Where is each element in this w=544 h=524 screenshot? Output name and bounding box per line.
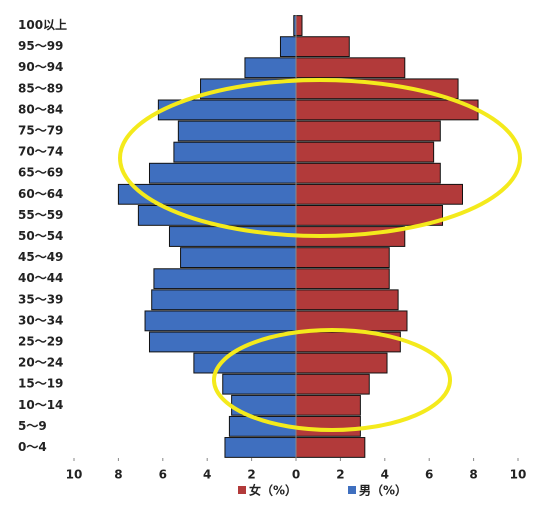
y-tick-label: 35～39: [18, 292, 63, 306]
y-tick-label: 90～94: [18, 60, 63, 74]
y-tick-label: 50～54: [18, 229, 63, 243]
y-tick-label: 30～34: [18, 313, 63, 327]
bar: [295, 15, 303, 36]
bar: [224, 437, 297, 458]
bar: [295, 57, 406, 79]
bar: [279, 36, 297, 58]
bar: [148, 162, 297, 184]
x-tick-label: 4: [203, 468, 211, 482]
x-tick-label: 6: [425, 468, 433, 482]
y-tick-label: 15～19: [18, 377, 63, 391]
y-tick-label: 70～74: [18, 145, 63, 159]
y-tick-label: 55～59: [18, 208, 63, 222]
y-tick-label: 60～64: [18, 187, 63, 201]
x-tick-label: 2: [336, 468, 344, 482]
y-tick-label: 5～9: [18, 419, 47, 433]
legend-swatch: [238, 486, 246, 494]
bar: [151, 289, 297, 311]
bar: [295, 352, 388, 374]
bar: [177, 120, 297, 142]
y-tick-label: 80～84: [18, 102, 63, 116]
bar: [137, 204, 297, 226]
x-tick-label: 4: [381, 468, 389, 482]
legend-label: 女（%）: [249, 483, 297, 498]
bar: [244, 57, 297, 79]
bar: [295, 36, 350, 58]
x-tick-label: 10: [66, 468, 83, 482]
y-tick-label: 65～69: [18, 166, 63, 180]
y-tick-label: 40～44: [18, 271, 63, 285]
bar: [144, 310, 297, 332]
bar: [295, 99, 479, 121]
x-tick-label: 6: [159, 468, 167, 482]
y-tick-label: 20～24: [18, 356, 63, 370]
bar: [153, 268, 297, 290]
bar: [295, 120, 441, 142]
x-tick-label: 10: [510, 468, 527, 482]
y-tick-label: 85～89: [18, 81, 63, 95]
y-tick-label: 100以上: [18, 17, 67, 32]
bar: [295, 415, 361, 437]
bar: [295, 204, 444, 226]
x-tick-label: 0: [292, 468, 300, 482]
bar: [295, 289, 399, 311]
x-tick-label: 8: [469, 468, 477, 482]
highlight-ellipse: [212, 328, 452, 432]
bar: [295, 310, 408, 332]
bar: [295, 437, 366, 458]
bar: [295, 162, 441, 184]
y-tick-label: 95～99: [18, 39, 63, 53]
bar: [295, 183, 463, 205]
y-tick-label: 10～14: [18, 398, 63, 412]
bar: [295, 141, 435, 163]
bar: [180, 247, 297, 269]
legend-swatch: [348, 486, 356, 494]
bar: [295, 268, 390, 290]
bar: [295, 373, 370, 395]
bar: [222, 373, 297, 395]
x-tick-label: 8: [114, 468, 122, 482]
bar: [193, 352, 297, 374]
highlight-ellipse: [118, 78, 522, 238]
y-tick-label: 0～4: [18, 440, 47, 454]
y-tick-label: 25～29: [18, 334, 63, 348]
bar: [295, 394, 361, 416]
x-tick-label: 2: [247, 468, 255, 482]
legend-label: 男（%）: [359, 483, 407, 498]
y-tick-label: 75～79: [18, 124, 63, 138]
bar: [173, 141, 297, 163]
y-tick-label: 45～49: [18, 250, 63, 264]
bar: [295, 247, 390, 269]
